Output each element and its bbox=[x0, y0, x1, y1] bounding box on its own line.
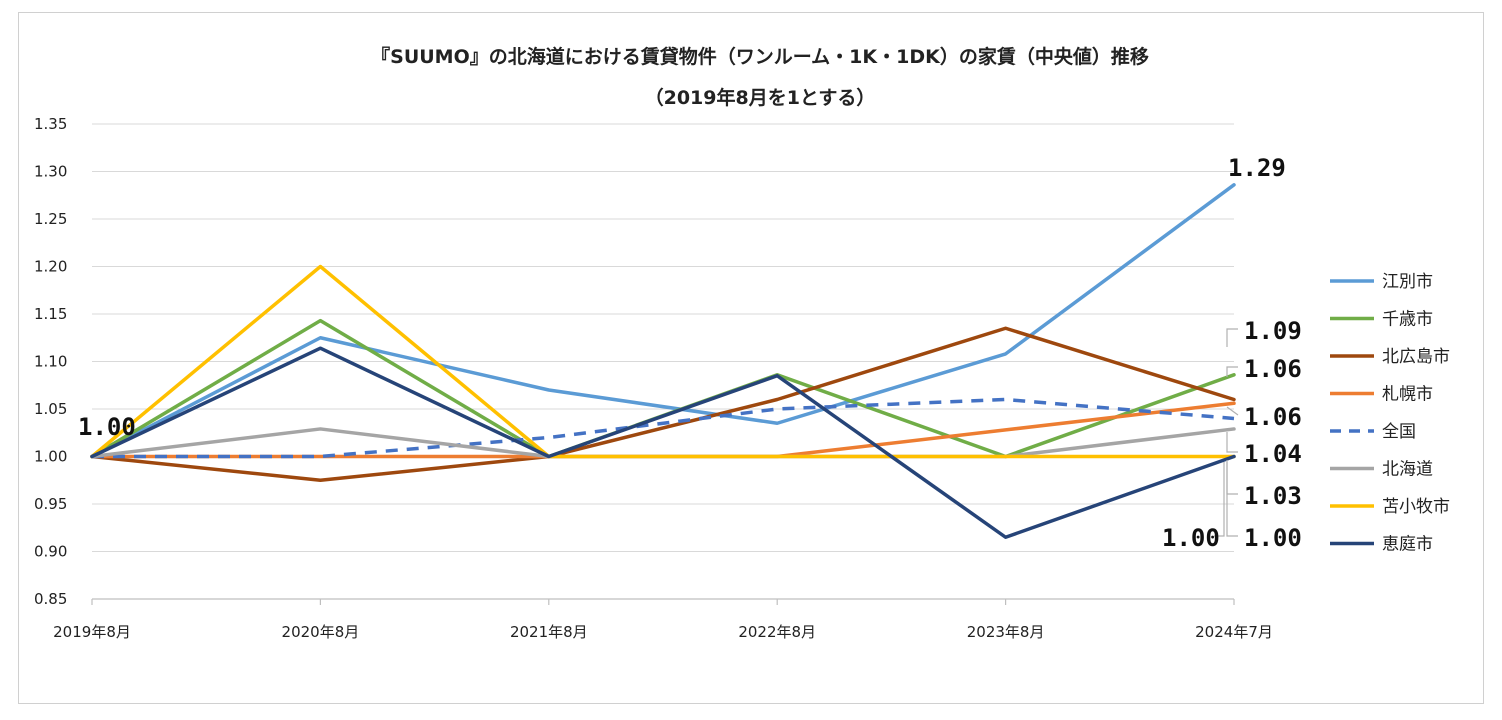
y-tick-label: 1.30 bbox=[34, 163, 67, 181]
end-label: 1.06 bbox=[1244, 403, 1302, 431]
leader-line bbox=[1226, 366, 1238, 377]
leader-line bbox=[1226, 328, 1238, 347]
x-axis: 2019年8月 2020年8月 2021年8月 2022年8月 2023年8月 2024年… bbox=[53, 598, 1273, 641]
legend-label: 江別市 bbox=[1382, 272, 1433, 292]
end-label: 1.00 bbox=[1162, 524, 1220, 552]
end-label: 1.04 bbox=[1244, 440, 1302, 468]
end-label: 1.06 bbox=[1244, 355, 1302, 383]
x-tick-label: 2023年8月 bbox=[967, 623, 1045, 641]
series-line bbox=[90, 264, 1236, 459]
leader-line bbox=[1226, 460, 1238, 495]
y-tick-label: 1.05 bbox=[34, 400, 67, 418]
legend-label: 苫小牧市 bbox=[1382, 497, 1450, 517]
leader-line bbox=[1214, 462, 1225, 537]
series-line bbox=[90, 427, 1236, 459]
legend-label: 北海道 bbox=[1382, 460, 1433, 480]
start-value-label: 1.00 bbox=[78, 413, 136, 441]
legend-label: 札幌市 bbox=[1382, 385, 1433, 405]
peak-value-label: 1.29 bbox=[1228, 154, 1286, 182]
x-tick-label: 2024年7月 bbox=[1195, 623, 1273, 641]
legend-label: 北広島市 bbox=[1382, 347, 1450, 367]
end-label-leaders bbox=[1214, 328, 1239, 537]
chart-subtitle: （2019年8月を1とする） bbox=[645, 86, 876, 109]
y-tick-label: 1.35 bbox=[34, 115, 67, 133]
y-tick-label: 1.25 bbox=[34, 210, 67, 228]
y-tick-label: 0.95 bbox=[34, 495, 67, 513]
leader-line bbox=[1226, 462, 1238, 537]
end-label: 1.00 bbox=[1244, 524, 1302, 552]
series-line bbox=[90, 183, 1236, 459]
legend-label: 恵庭市 bbox=[1382, 535, 1433, 555]
series-lines bbox=[90, 183, 1236, 539]
y-tick-label: 1.10 bbox=[34, 353, 67, 371]
x-tick-label: 2022年8月 bbox=[738, 623, 816, 641]
chart-frame bbox=[18, 12, 1484, 704]
chart-title: 『SUUMO』の北海道における賃貸物件（ワンルーム・1K・1DK）の家賃（中央値… bbox=[371, 45, 1149, 68]
series-line bbox=[90, 346, 1236, 539]
leader-line bbox=[1226, 432, 1238, 453]
x-tick-label: 2021年8月 bbox=[510, 623, 588, 641]
end-label: 1.03 bbox=[1244, 482, 1302, 510]
gridlines bbox=[92, 123, 1234, 600]
legend-label: 千歳市 bbox=[1382, 310, 1433, 330]
y-tick-label: 0.90 bbox=[34, 543, 67, 561]
y-tick-label: 0.85 bbox=[34, 590, 67, 608]
y-tick-label: 1.20 bbox=[34, 258, 67, 276]
leader-line bbox=[1226, 406, 1239, 416]
x-tick-label: 2019年8月 bbox=[53, 623, 131, 641]
legend-label: 全国 bbox=[1382, 422, 1416, 442]
series-line bbox=[90, 326, 1236, 482]
series-line bbox=[92, 397, 1235, 459]
y-tick-label: 1.15 bbox=[34, 305, 67, 323]
end-label: 1.09 bbox=[1244, 317, 1302, 345]
y-tick-label: 1.00 bbox=[34, 448, 67, 466]
x-tick-label: 2020年8月 bbox=[282, 623, 360, 641]
y-axis: 0.85 0.90 0.95 1.00 1.05 1.10 1.15 1.20 1.25 1.30… bbox=[34, 115, 67, 608]
